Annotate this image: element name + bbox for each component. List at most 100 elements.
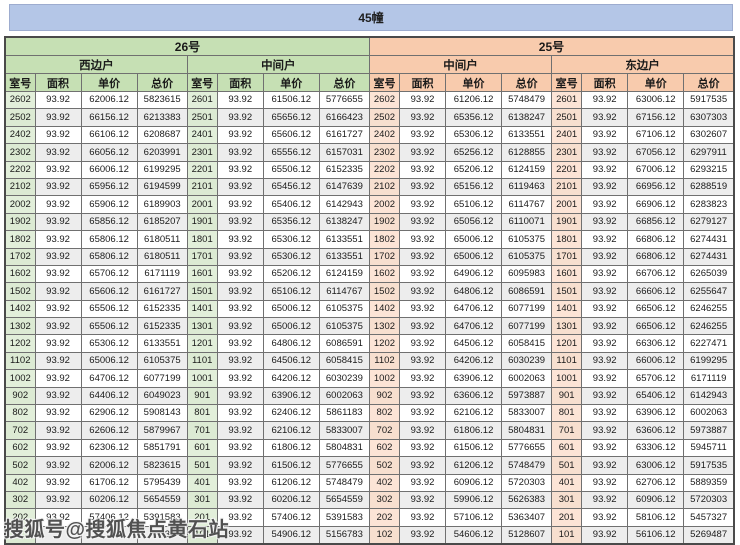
cell-unit-price: 66806.12: [627, 230, 685, 249]
cell-area: 93.92: [581, 230, 629, 249]
cell-total-price: 5654559: [318, 490, 370, 510]
cell-unit-price: 65156.12: [445, 177, 503, 197]
table-row: 1502 93.92 65606.12 6161727 1501 93.92 65106.1…: [4, 282, 735, 301]
cell-unit-price: 65006.12: [262, 299, 320, 319]
cell-unit-price: 65006.12: [445, 230, 503, 249]
cell-total-price: 6157031: [318, 143, 370, 162]
cell-area: 93.92: [216, 386, 264, 406]
cell-total-price: 5833007: [318, 421, 370, 440]
cell-room: 2201: [551, 160, 583, 179]
cell-total-price: 743: [136, 525, 188, 545]
cell-unit-price: 64706.12: [445, 317, 503, 336]
cell-unit-price: [80, 525, 138, 545]
cell-room: [4, 525, 36, 545]
cell-area: 93.92: [34, 177, 82, 197]
cell-total-price: 6147639: [318, 177, 370, 197]
cell-unit-price: 65056.12: [445, 212, 503, 232]
cell-unit-price: 66706.12: [627, 264, 685, 284]
cell-room: 1702: [368, 247, 400, 266]
table-row: 502 93.92 62006.12 5823615 501 93.92 61506.12 5…: [4, 456, 735, 475]
cell-total-price: 6124159: [501, 160, 553, 179]
building-header-row: 26号 25号: [4, 36, 735, 56]
cell-unit-price: 66806.12: [627, 247, 685, 266]
cell-total-price: 6288519: [683, 177, 735, 197]
cell-room: 2402: [368, 125, 400, 145]
cell-room: 101: [551, 525, 583, 545]
cell-total-price: 6194599: [136, 177, 188, 197]
cell-total-price: 6180511: [136, 247, 188, 266]
unit-type-header-row: 西边户 中间户 中间户 东边户: [4, 55, 735, 74]
cell-area: 93.92: [34, 108, 82, 127]
cell-total-price: 6203991: [136, 143, 188, 162]
cell-room: 602: [368, 438, 400, 458]
cell-area: 93.92: [398, 125, 447, 145]
cell-area: 93.92: [581, 212, 629, 232]
cell-total-price: 5269487: [683, 525, 735, 545]
cell-area: 93.92: [34, 160, 82, 179]
column-header: 单价: [627, 73, 685, 92]
table-row: 202 93.92 57406.12 5391583 201 93.92 57406.12 5…: [4, 508, 735, 527]
building-title-banner: 45幢: [9, 4, 733, 31]
cell-total-price: 5748479: [501, 90, 553, 110]
table-row: 2502 93.92 66156.12 6213383 2501 93.92 65656.1…: [4, 108, 735, 127]
cell-total-price: 6133551: [501, 125, 553, 145]
cell-unit-price: 65306.12: [262, 247, 320, 266]
cell-room: 2302: [4, 143, 36, 162]
cell-total-price: 6086591: [501, 282, 553, 301]
cell-total-price: 6199295: [683, 351, 735, 371]
cell-total-price: 5720303: [683, 490, 735, 510]
cell-area: 93.92: [398, 386, 447, 406]
table-row: 2602 93.92 62006.12 5823615 2601 93.92 61506.1…: [4, 90, 735, 110]
cell-room: 2401: [551, 125, 583, 145]
cell-unit-price: 61706.12: [80, 473, 138, 492]
cell-area: 93.92: [34, 490, 82, 510]
cell-room: 2002: [368, 195, 400, 214]
cell-total-price: 5776655: [318, 90, 370, 110]
cell-room: 2502: [4, 108, 36, 127]
cell-area: 93.92: [34, 299, 82, 319]
cell-area: 93.92: [34, 456, 82, 475]
cell-total-price: 6265039: [683, 264, 735, 284]
cell-room: 2502: [368, 108, 400, 127]
table-row: 1602 93.92 65706.12 6171119 1601 93.92 65206.1…: [4, 264, 735, 284]
table-row: 1902 93.92 65856.12 6185207 1901 93.92 65356.1…: [4, 212, 735, 232]
cell-area: 93.92: [34, 473, 82, 492]
cell-area: 93.92: [34, 334, 82, 353]
cell-unit-price: 59906.12: [445, 490, 503, 510]
cell-total-price: 6077199: [501, 317, 553, 336]
cell-area: 93.92: [216, 334, 264, 353]
cell-total-price: 6002063: [318, 386, 370, 406]
cell-room: 901: [551, 386, 583, 406]
cell-unit-price: 61206.12: [445, 456, 503, 475]
cell-area: 93.92: [581, 473, 629, 492]
column-header: 面积: [398, 73, 447, 92]
cell-room: 302: [368, 490, 400, 510]
cell-total-price: 6124159: [318, 264, 370, 284]
cell-total-price: 6128855: [501, 143, 553, 162]
table-row: 802 93.92 62906.12 5908143 801 93.92 62406.12 5…: [4, 404, 735, 423]
cell-room: 1601: [186, 264, 218, 284]
cell-total-price: 5823615: [136, 456, 188, 475]
cell-room: 2301: [186, 143, 218, 162]
cell-area: 93.92: [34, 404, 82, 423]
cell-unit-price: 66956.12: [627, 177, 685, 197]
cell-total-price: 6246255: [683, 299, 735, 319]
cell-unit-price: 67106.12: [627, 125, 685, 145]
cell-total-price: 6152335: [318, 160, 370, 179]
cell-area: 93.92: [398, 247, 447, 266]
cell-unit-price: 66306.12: [627, 334, 685, 353]
cell-room: 602: [4, 438, 36, 458]
cell-unit-price: 65706.12: [80, 264, 138, 284]
cell-unit-price: 57406.12: [262, 508, 320, 527]
cell-room: 102: [368, 525, 400, 545]
table-row: 1402 93.92 65506.12 6152335 1401 93.92 65006.1…: [4, 299, 735, 319]
cell-total-price: 6133551: [318, 247, 370, 266]
table-row: 2002 93.92 65906.12 6189903 2001 93.92 65406.1…: [4, 195, 735, 214]
cell-total-price: 5973887: [501, 386, 553, 406]
cell-total-price: 6142943: [318, 195, 370, 214]
cell-area: 93.92: [34, 264, 82, 284]
table-row: 702 93.92 62606.12 5879967 701 93.92 62106.12 5…: [4, 421, 735, 440]
cell-room: 2302: [368, 143, 400, 162]
cell-total-price: 6058415: [318, 351, 370, 371]
column-header: 室号: [368, 73, 400, 92]
